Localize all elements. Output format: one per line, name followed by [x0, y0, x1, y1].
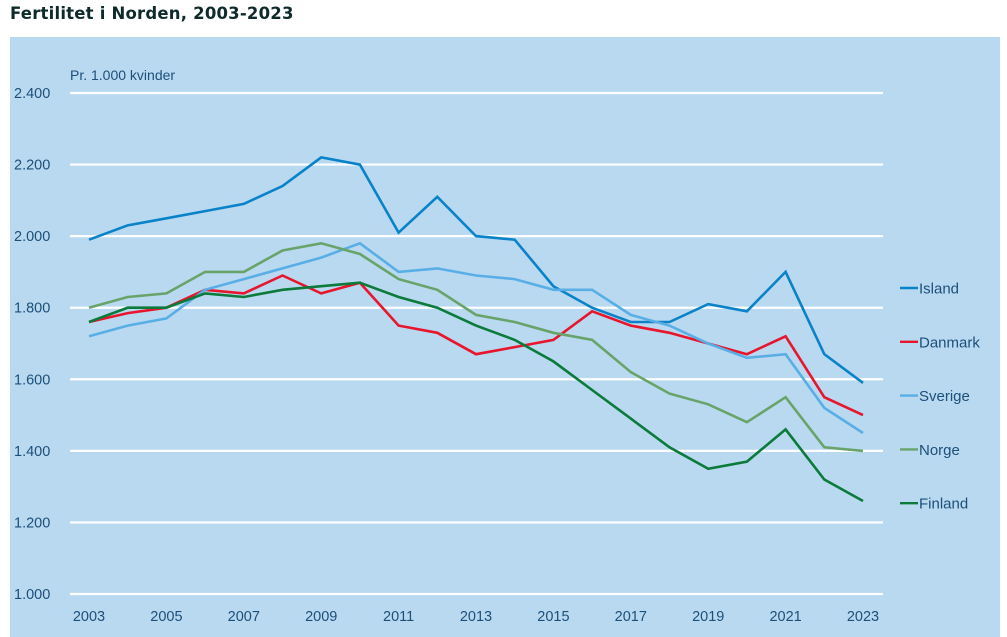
legend-item-sverige: Sverige	[900, 388, 970, 405]
series-line-danmark	[88, 274, 864, 417]
x-tick-label: 2017	[615, 609, 647, 625]
legend-item-island: Island	[900, 281, 959, 298]
y-tick-label: 1.400	[14, 444, 50, 460]
x-tick-label: 2005	[150, 609, 182, 625]
gridlines	[70, 91, 883, 596]
legend-item-norge: Norge	[900, 442, 960, 459]
legend: Island Danmark Sverige Norge Finland	[900, 281, 980, 513]
chart-title: Fertilitet i Norden, 2003-2023	[10, 4, 294, 23]
legend-label: Finland	[919, 496, 968, 513]
legend-label: Sverige	[919, 388, 970, 405]
x-axis-ticks: 2003 2005 2007 2009 2011 2013 2015 2017 2019 2021…	[73, 609, 879, 625]
series-line-sverige	[88, 241, 864, 435]
series-line-finland	[88, 281, 864, 503]
x-tick-label: 2021	[769, 609, 801, 625]
series-line-norge	[88, 241, 864, 453]
x-tick-label: 2003	[73, 609, 105, 625]
series-lines	[88, 156, 864, 503]
legend-label: Norge	[919, 442, 960, 459]
y-tick-label: 1.000	[14, 587, 50, 603]
x-tick-label: 2019	[692, 609, 724, 625]
y-tick-label: 1.800	[14, 301, 50, 317]
y-tick-label: 1.200	[14, 515, 50, 531]
y-axis-ticks: 1.000 1.200 1.400 1.600 1.800 2.000 2.200 2.400	[14, 86, 50, 603]
x-tick-label: 2009	[305, 609, 337, 625]
y-tick-label: 2.000	[14, 229, 50, 245]
y-tick-label: 2.400	[14, 86, 50, 102]
legend-label: Danmark	[919, 334, 980, 351]
x-tick-label: 2013	[460, 609, 492, 625]
series-line-island	[88, 156, 864, 384]
y-axis-unit-label: Pr. 1.000 kvinder	[70, 67, 175, 83]
x-tick-label: 2023	[847, 609, 879, 625]
legend-label: Island	[919, 281, 959, 298]
legend-item-danmark: Danmark	[900, 334, 980, 351]
x-tick-label: 2015	[537, 609, 569, 625]
x-tick-label: 2007	[228, 609, 260, 625]
x-tick-label: 2011	[383, 609, 414, 625]
y-tick-label: 2.200	[14, 158, 50, 174]
y-tick-label: 1.600	[14, 372, 50, 388]
legend-item-finland: Finland	[900, 496, 968, 513]
